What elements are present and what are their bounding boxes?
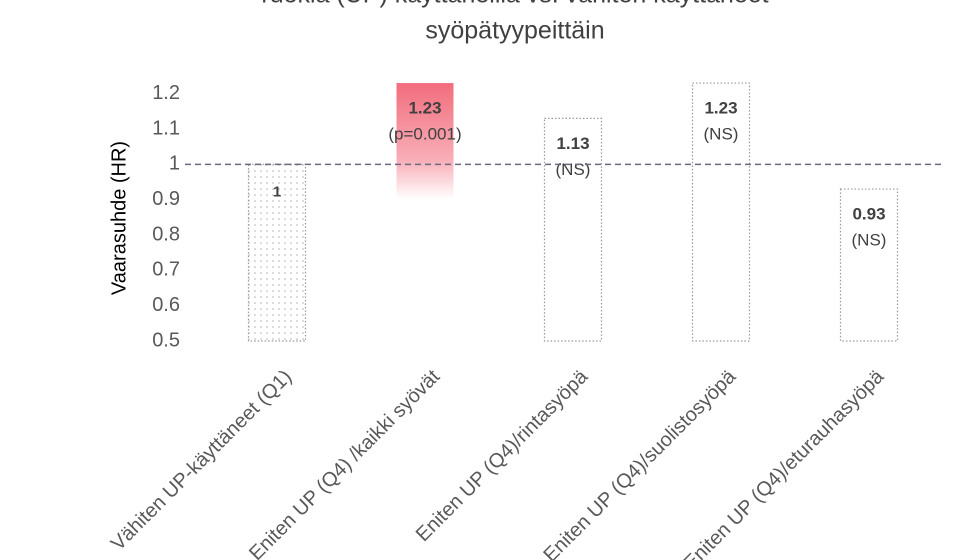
- bar: [396, 83, 454, 342]
- y-tick-label: 1: [169, 153, 180, 175]
- value-note: (NS): [556, 160, 591, 179]
- value-note: (NS): [852, 231, 887, 250]
- chart-title: ruokia (UP) käyttäneillä vs. vähiten käy…: [261, 0, 768, 9]
- y-tick-label: 1.1: [152, 117, 180, 139]
- y-tick-label: 0.7: [152, 259, 180, 281]
- y-tick-label: 1.2: [152, 82, 180, 104]
- bar: [543, 117, 603, 342]
- value-label: 1.13: [556, 134, 589, 153]
- value-note: (p=0.001): [388, 125, 461, 144]
- value-label: 1.23: [704, 99, 737, 118]
- bar: [839, 188, 899, 342]
- y-tick-label: 0.8: [152, 223, 180, 245]
- x-tick-label: Eniten UP (Q4)/rintasyöpä: [412, 365, 593, 546]
- y-axis-label: Vaarasuhde (HR): [108, 141, 130, 295]
- bar: [691, 82, 751, 342]
- bar: [247, 163, 307, 342]
- y-tick-label: 0.9: [152, 188, 180, 210]
- chart-title: syöpätyypeittäin: [425, 17, 604, 45]
- y-tick-label: 0.5: [152, 329, 180, 351]
- value-label: 1.23: [408, 99, 441, 118]
- y-tick-label: 0.6: [152, 294, 180, 316]
- value-note: (NS): [704, 125, 739, 144]
- value-label: 0.93: [852, 205, 885, 224]
- value-label: 1: [273, 183, 281, 200]
